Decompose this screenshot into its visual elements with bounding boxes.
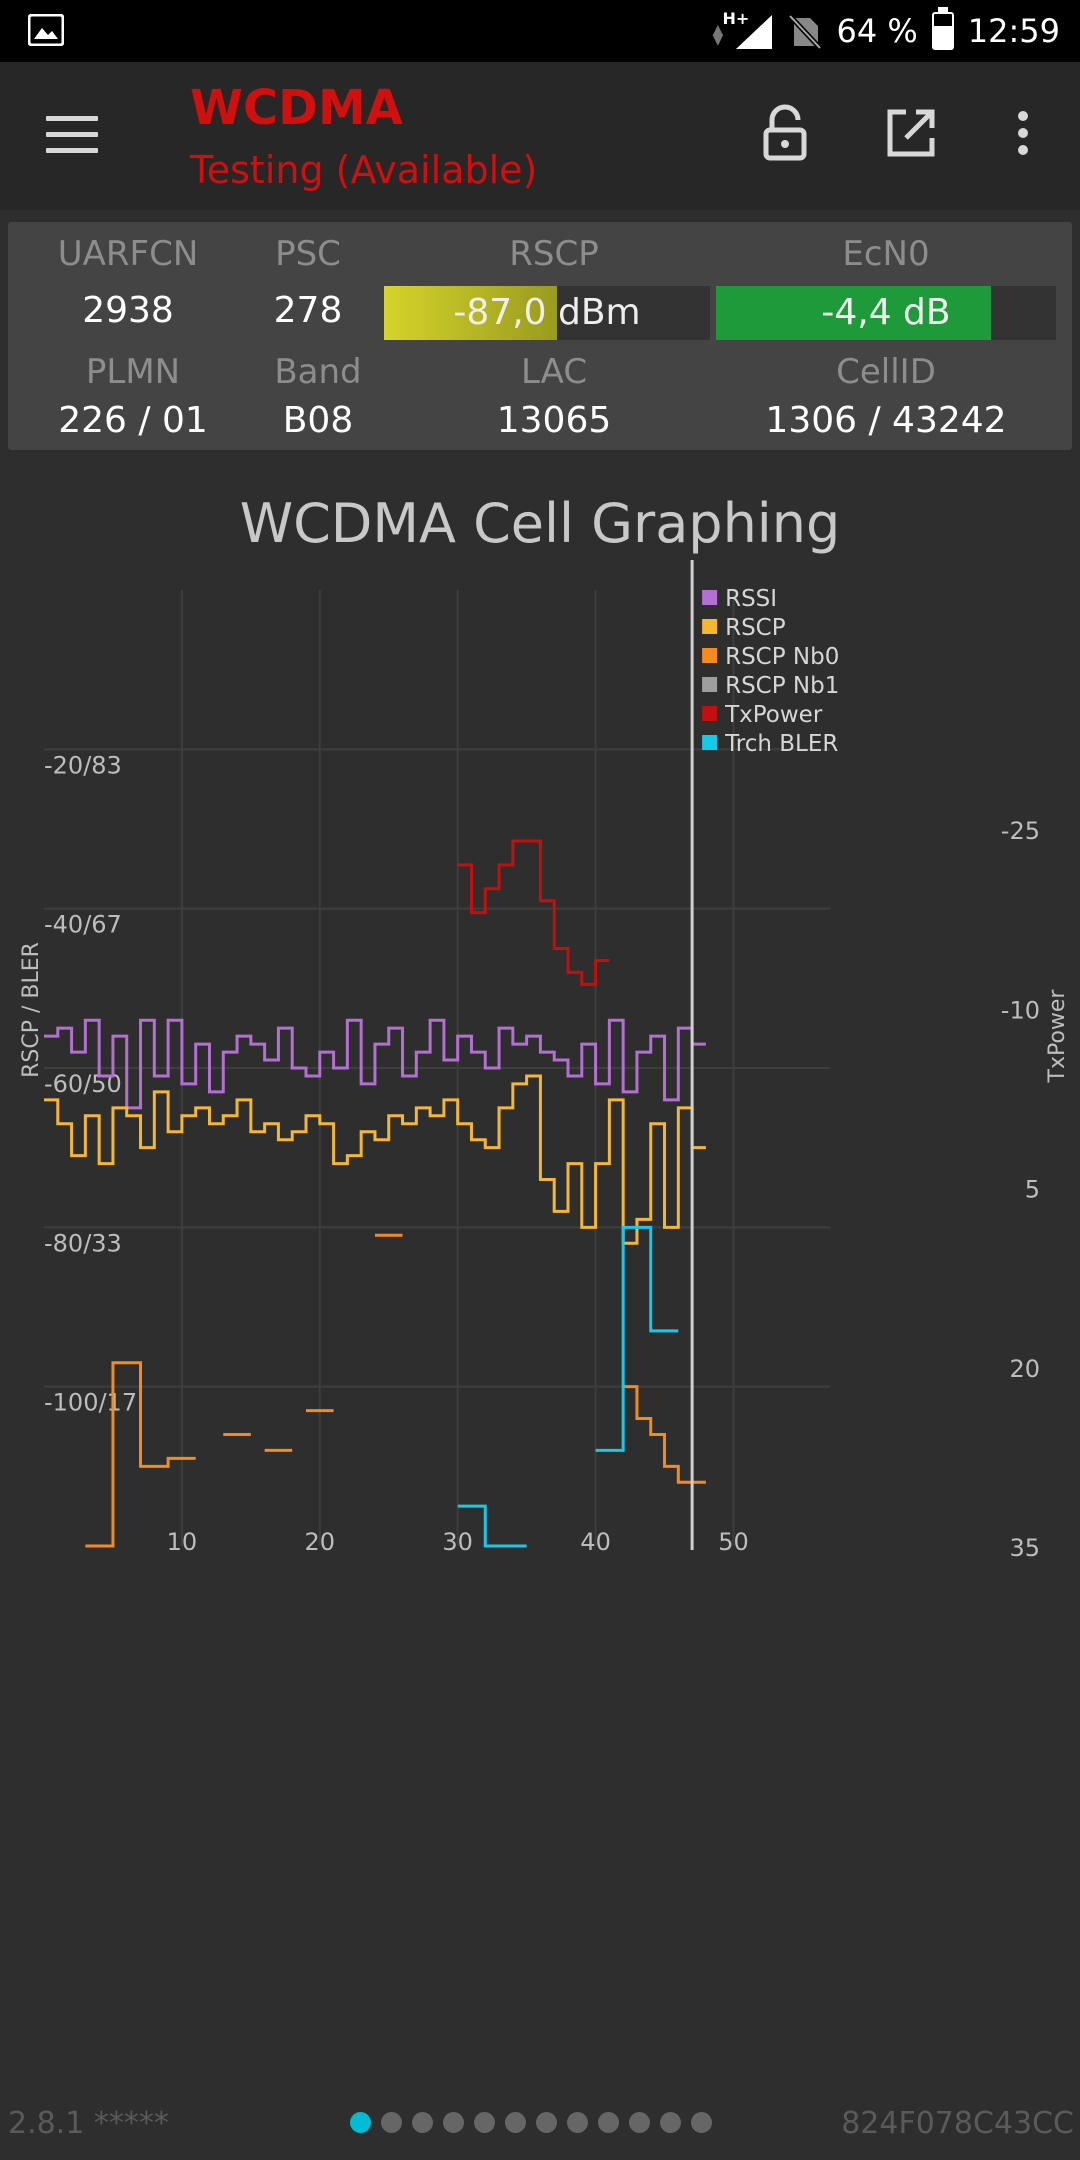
series-line-rscp xyxy=(44,1074,706,1245)
more-vert-icon[interactable] xyxy=(992,102,1054,164)
y-axis-title: RSCP / BLER xyxy=(19,942,44,1078)
status-bar: H+ ▲ ▼ 64 % 12:59 xyxy=(0,0,1080,62)
y-tick-label: -80/33 xyxy=(44,1229,122,1257)
rscp-meter: -87,0 dBm xyxy=(384,286,710,340)
legend-label: RSCP Nb0 xyxy=(725,644,839,670)
plmn-value: 226 / 01 xyxy=(58,400,208,441)
menu-icon[interactable] xyxy=(46,116,98,154)
app-bar: WCDMA Testing (Available) xyxy=(0,62,1080,210)
y2-tick-label: 20 xyxy=(1009,1355,1040,1383)
cell-graph[interactable]: 10 20 30 40 50 -20/83 -40/67 -60/50 -80/33 -100/1… xyxy=(0,560,1080,1560)
app-version: 2.8.1 ***** xyxy=(8,2106,169,2141)
band-value: B08 xyxy=(282,400,354,441)
page-indicator[interactable] xyxy=(350,2112,712,2133)
battery-icon xyxy=(931,7,954,50)
battery-percent: 64 % xyxy=(836,12,918,50)
page-dot[interactable] xyxy=(660,2112,681,2133)
chart-title: WCDMA Cell Graphing xyxy=(239,492,841,555)
lock-open-icon[interactable] xyxy=(754,102,816,164)
legend-swatch xyxy=(702,735,718,750)
ecn0-meter: -4,4 dB xyxy=(716,286,1056,340)
page-dot[interactable] xyxy=(474,2112,495,2133)
series-line-txpower xyxy=(457,839,610,986)
x-tick-label: 30 xyxy=(442,1528,473,1556)
ecn0-value: -4,4 dB xyxy=(821,292,951,333)
mobile-signal-icon: H+ ▲ ▼ xyxy=(712,9,774,51)
legend-label: Trch BLER xyxy=(724,731,838,757)
page-dot[interactable] xyxy=(567,2112,588,2133)
psc-label: PSC xyxy=(275,234,341,274)
y-tick-label: -20/83 xyxy=(44,751,122,779)
page-dot[interactable] xyxy=(536,2112,557,2133)
band-label: Band xyxy=(274,352,362,392)
lac-value: 13065 xyxy=(496,400,612,441)
ecn0-label: EcN0 xyxy=(842,234,930,274)
device-id: 824F078C43CC xyxy=(841,2106,1074,2141)
image-notification-icon xyxy=(28,14,64,46)
plmn-label: PLMN xyxy=(85,352,181,392)
legend-swatch xyxy=(702,706,718,721)
page-dot[interactable] xyxy=(629,2112,650,2133)
y2-tick-label: 5 xyxy=(1025,1176,1040,1204)
x-tick-label: 20 xyxy=(305,1528,336,1556)
x-tick-label: 50 xyxy=(718,1528,749,1556)
y-tick-label: -60/50 xyxy=(44,1070,122,1098)
page-subtitle: Testing (Available) xyxy=(190,148,538,192)
page-dot[interactable] xyxy=(691,2112,712,2133)
y2-tick-label: 35 xyxy=(1009,1534,1040,1560)
y-tick-label: -40/67 xyxy=(44,911,122,939)
legend-label: TxPower xyxy=(724,702,823,728)
page-dot[interactable] xyxy=(350,2112,371,2133)
page-title: WCDMA xyxy=(190,80,403,136)
x-tick-label: 40 xyxy=(580,1528,611,1556)
lac-label: LAC xyxy=(520,352,588,392)
uarfcn-value: 2938 xyxy=(82,290,174,331)
series-line-trch-bler xyxy=(457,1225,679,1548)
legend-swatch xyxy=(702,648,718,663)
y2-tick-label: -10 xyxy=(1001,996,1040,1024)
page-dot[interactable] xyxy=(412,2112,433,2133)
series-line-rssi xyxy=(44,1018,706,1110)
cell-info-panel: UARFCN 2938 PSC 278 RSCP -87,0 dBm EcN0 … xyxy=(8,222,1072,450)
x-tick-label: 10 xyxy=(167,1528,198,1556)
open-external-icon[interactable] xyxy=(880,102,942,164)
page-dot[interactable] xyxy=(505,2112,526,2133)
legend-swatch xyxy=(702,619,718,634)
series-line-rscp-nb0 xyxy=(85,1233,706,1548)
y2-tick-label: -25 xyxy=(1001,817,1040,845)
page-dot[interactable] xyxy=(443,2112,464,2133)
y-tick-label: -100/17 xyxy=(44,1389,137,1417)
cellid-value: 1306 / 43242 xyxy=(765,400,1007,441)
legend-label: RSCP Nb1 xyxy=(725,673,839,699)
page-dot[interactable] xyxy=(598,2112,619,2133)
legend-swatch xyxy=(702,677,718,692)
rscp-value: -87,0 dBm xyxy=(453,292,641,333)
psc-value: 278 xyxy=(273,290,343,331)
legend-label: RSCP xyxy=(725,615,786,641)
network-type: H+ xyxy=(722,9,750,28)
legend-label: RSSI xyxy=(725,586,777,612)
clock: 12:59 xyxy=(967,12,1060,50)
legend-swatch xyxy=(702,590,718,605)
no-sim-icon xyxy=(788,14,823,50)
uarfcn-label: UARFCN xyxy=(57,234,199,274)
rscp-label: RSCP xyxy=(509,234,599,274)
cellid-label: CellID xyxy=(836,352,936,392)
y2-axis-title: TxPower xyxy=(1045,989,1070,1084)
page-dot[interactable] xyxy=(381,2112,402,2133)
